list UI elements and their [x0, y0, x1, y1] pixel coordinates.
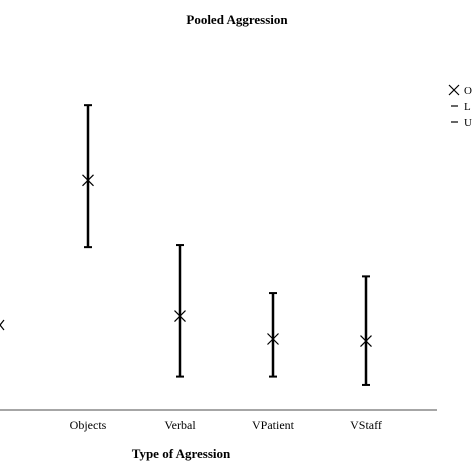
x-tick-label: Objects — [70, 418, 107, 432]
legend: OLU — [448, 84, 472, 129]
x-tick-label: VStaff — [350, 418, 382, 432]
legend-label: L — [464, 101, 471, 113]
observed-marker-verbal — [174, 310, 186, 322]
legend-label: O — [464, 85, 472, 97]
observed-marker-vpatient — [267, 333, 279, 345]
x-tick-label: Verbal — [164, 418, 196, 432]
x-tick-label: VPatient — [252, 418, 295, 432]
x-tick-labels: ryObjectsVerbalVPatientVStaff — [70, 418, 382, 432]
chart-title: Pooled Aggression — [186, 12, 288, 27]
observed-marker-vstaff — [360, 335, 372, 348]
x-axis-label: Type of Agression — [132, 446, 231, 461]
legend-label: U — [464, 117, 472, 129]
observed-marker-objects — [82, 174, 94, 187]
plot-area — [0, 104, 372, 386]
observed-marker-partial — [0, 319, 5, 331]
legend-marker-x — [448, 84, 460, 96]
